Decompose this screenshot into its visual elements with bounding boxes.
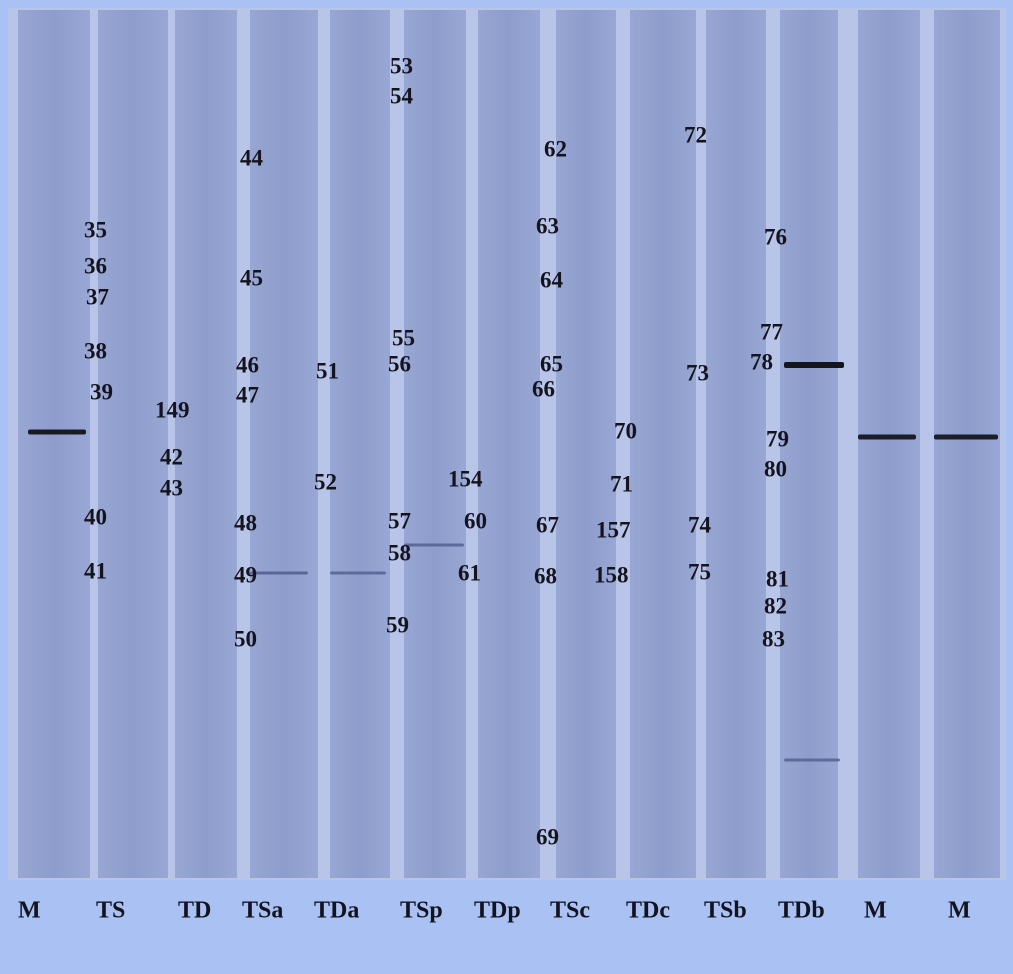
band-label: 48 (234, 510, 257, 535)
lane (330, 10, 390, 878)
band-label: 77 (760, 319, 783, 344)
band-label: 68 (534, 563, 557, 588)
band-label: 149 (155, 397, 190, 422)
lane (98, 10, 168, 878)
band-label: 61 (458, 560, 481, 585)
page: {"lanes": ["M", "TS", "TD", "TSa", "TDa"… (0, 0, 1013, 974)
band-label: 63 (536, 213, 559, 238)
lane-label: TDc (626, 898, 670, 924)
band-label: 54 (390, 83, 414, 108)
lane (478, 10, 540, 878)
band-label: 67 (536, 512, 559, 537)
band-label: 44 (240, 145, 264, 170)
band-label: 49 (234, 562, 257, 587)
lane (18, 10, 90, 878)
band-stripe (858, 435, 916, 440)
lane-label: TS (96, 898, 125, 924)
band-stripe (330, 572, 386, 575)
band-label: 81 (766, 566, 789, 591)
band-label: 37 (86, 284, 109, 309)
band-label: 78 (750, 349, 773, 374)
band-label: 59 (386, 612, 409, 637)
band-label: 38 (84, 338, 107, 363)
band-label: 47 (236, 382, 259, 407)
lane-label: M (18, 898, 41, 924)
band-label: 66 (532, 376, 555, 401)
band-label: 73 (686, 360, 709, 385)
band-label: 71 (610, 471, 633, 496)
band-label: 35 (84, 217, 107, 242)
lane (404, 10, 466, 878)
lane-label: M (864, 898, 887, 924)
lane-label: TD (178, 898, 211, 924)
lane (175, 10, 237, 878)
band-label: 69 (536, 824, 559, 849)
band-label: 82 (764, 593, 787, 618)
band-stripe (934, 435, 998, 440)
band-label: 51 (316, 358, 339, 383)
band-stripe (784, 759, 840, 762)
band-label: 52 (314, 469, 337, 494)
band-label: 79 (766, 426, 789, 451)
band-label: 57 (388, 508, 411, 533)
band-stripe (404, 544, 464, 547)
band-label: 157 (596, 517, 631, 542)
lane (250, 10, 318, 878)
lane-label: M (948, 898, 971, 924)
band-label: 53 (390, 53, 413, 78)
band-label: 62 (544, 136, 567, 161)
band-label: 46 (236, 352, 259, 377)
lane (934, 10, 1000, 878)
lane-label: TDa (314, 898, 359, 924)
lane (706, 10, 766, 878)
band-stripe (250, 572, 308, 575)
lane-label: TDp (474, 898, 521, 924)
band-label: 76 (764, 224, 787, 249)
band-label: 75 (688, 559, 711, 584)
band-label: 72 (684, 122, 707, 147)
band-label: 158 (594, 562, 629, 587)
band-label: 45 (240, 265, 263, 290)
band-label: 65 (540, 351, 563, 376)
gel-figure: M TS TD TSa TDa TSp TDp TSc TDc TSb TDb M M 35 36 37 38 3… (0, 0, 1013, 974)
band-stripe (784, 362, 844, 368)
lane-label: TSb (704, 898, 747, 924)
lane-label: TSa (242, 898, 283, 924)
band-label: 36 (84, 253, 107, 278)
band-label: 39 (90, 379, 113, 404)
band-label: 50 (234, 626, 257, 651)
lane (858, 10, 920, 878)
band-label: 70 (614, 418, 637, 443)
band-label: 58 (388, 540, 411, 565)
band-label: 74 (688, 512, 712, 537)
band-label: 56 (388, 351, 411, 376)
lane-label: TSp (400, 898, 443, 924)
lane-label: TSc (550, 898, 590, 924)
band-label: 83 (762, 626, 785, 651)
band-label: 60 (464, 508, 487, 533)
band-label: 80 (764, 456, 787, 481)
lane-label: TDb (778, 898, 825, 924)
band-label: 154 (448, 466, 483, 491)
band-label: 43 (160, 475, 183, 500)
band-label: 41 (84, 558, 107, 583)
band-label: 42 (160, 444, 183, 469)
band-label: 64 (540, 267, 564, 292)
band-label: 40 (84, 504, 107, 529)
band-stripe (28, 430, 86, 435)
band-label: 55 (392, 325, 415, 350)
